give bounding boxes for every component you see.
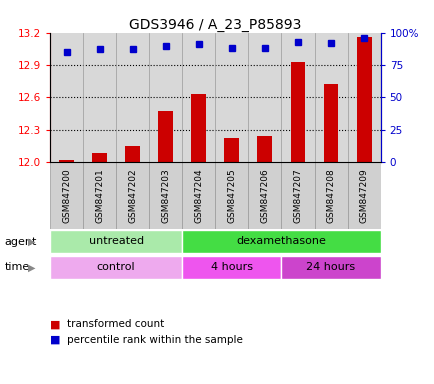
Text: transformed count: transformed count	[67, 319, 164, 329]
Text: GSM847200: GSM847200	[62, 168, 71, 223]
Text: GSM847204: GSM847204	[194, 168, 203, 223]
Text: time: time	[4, 262, 30, 272]
Bar	[314, 162, 347, 228]
Bar	[182, 230, 380, 253]
Text: dexamethasone: dexamethasone	[236, 236, 326, 246]
Text: GSM847201: GSM847201	[95, 168, 104, 223]
Bar	[92, 153, 107, 162]
Text: GSM847209: GSM847209	[359, 168, 368, 223]
Text: GSM847202: GSM847202	[128, 168, 137, 223]
Text: GSM847203: GSM847203	[161, 168, 170, 223]
Bar	[83, 162, 116, 228]
Text: GSM847205: GSM847205	[227, 168, 236, 223]
Text: 4 hours: 4 hours	[210, 262, 252, 272]
Text: GSM847206: GSM847206	[260, 168, 269, 223]
Bar	[356, 37, 371, 162]
Bar	[50, 230, 182, 253]
Text: percentile rank within the sample: percentile rank within the sample	[67, 335, 243, 345]
Text: control: control	[97, 262, 135, 272]
Bar	[257, 136, 272, 162]
Bar	[59, 160, 74, 162]
Text: GSM847208: GSM847208	[326, 168, 335, 223]
Bar	[182, 256, 281, 279]
Bar	[191, 94, 206, 162]
Bar	[125, 146, 140, 162]
Bar	[215, 162, 248, 228]
Bar	[323, 84, 338, 162]
Text: ■: ■	[50, 335, 60, 345]
Text: ▶: ▶	[27, 262, 35, 272]
Bar	[182, 162, 215, 228]
Bar	[116, 162, 149, 228]
Text: 24 hours: 24 hours	[306, 262, 355, 272]
Bar	[50, 256, 182, 279]
Bar	[290, 62, 305, 162]
Text: ▶: ▶	[27, 237, 35, 247]
Bar	[149, 162, 182, 228]
Text: ■: ■	[50, 319, 60, 329]
Bar	[248, 162, 281, 228]
Bar	[224, 138, 239, 162]
Text: untreated: untreated	[89, 236, 143, 246]
Bar	[281, 162, 314, 228]
Text: GSM847207: GSM847207	[293, 168, 302, 223]
Bar	[347, 162, 380, 228]
Bar	[158, 111, 173, 162]
Bar	[281, 256, 380, 279]
Title: GDS3946 / A_23_P85893: GDS3946 / A_23_P85893	[129, 18, 301, 31]
Text: agent: agent	[4, 237, 36, 247]
Bar	[50, 162, 83, 228]
